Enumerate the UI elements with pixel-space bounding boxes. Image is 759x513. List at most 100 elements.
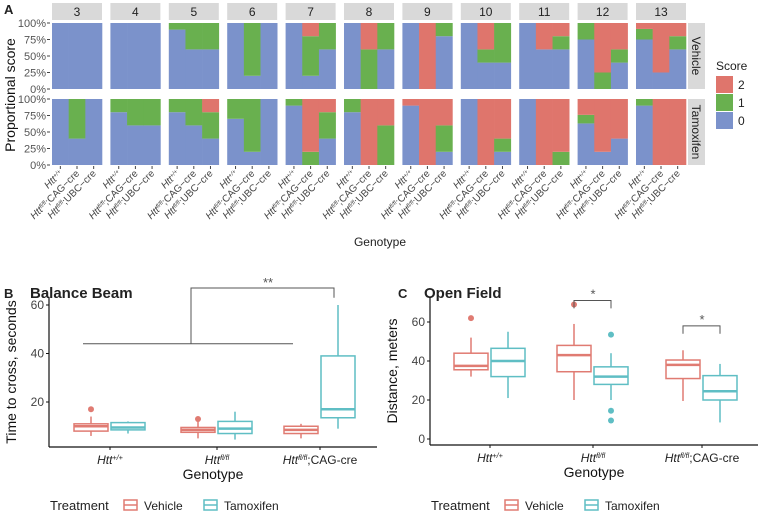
box	[556, 344, 592, 373]
bar-segment-vehicle-score-2	[652, 23, 670, 73]
genotype-base: Htt	[205, 453, 221, 467]
genotype-sup: +/+	[492, 451, 502, 460]
bar-segment-tamoxifen-score-1	[494, 138, 512, 152]
row-strip	[688, 23, 705, 89]
bar-segment-vehicle-score-1	[594, 72, 612, 89]
bar-segment-tamoxifen-score-0	[402, 105, 420, 165]
significance-label: *	[699, 312, 704, 327]
box	[453, 352, 489, 371]
outlier-point	[608, 407, 614, 414]
facet-strip-label: 7	[307, 5, 314, 19]
box-tamoxifen-0	[110, 421, 146, 434]
bar-segment-tamoxifen-score-0	[610, 138, 628, 165]
bar-segment-vehicle-score-0	[519, 23, 537, 89]
bar-segment-vehicle-score-1	[377, 23, 395, 50]
genotype-sup: +/+	[403, 169, 414, 180]
row-strip-label: Tamoxifen	[689, 105, 703, 160]
bar-segment-vehicle-score-2	[610, 23, 628, 50]
genotype-sup: fl/fl	[506, 200, 516, 210]
y-tick-label: 40	[412, 354, 426, 368]
bar-segment-vehicle-score-2	[360, 23, 378, 50]
bar-segment-tamoxifen-score-0	[577, 123, 595, 165]
significance-label: **	[263, 275, 273, 290]
box	[665, 359, 701, 380]
bar-segment-vehicle-score-2	[535, 23, 553, 50]
x-axis-title: Genotype	[564, 464, 625, 480]
bar-segment-vehicle-score-0	[302, 75, 320, 89]
genotype-sup: +/+	[286, 169, 297, 180]
genotype-sup: +/+	[636, 169, 647, 180]
bar-segment-tamoxifen-score-0	[202, 138, 220, 165]
box-tamoxifen-1	[593, 331, 629, 424]
bar-segment-vehicle-score-0	[127, 23, 145, 89]
genotype-sup: fl/fl	[680, 451, 690, 460]
box-tamoxifen-2	[702, 363, 738, 423]
bar-segment-vehicle-score-0	[227, 23, 245, 89]
genotype-base: Htt	[97, 453, 113, 467]
facet-strip-label: 12	[596, 5, 610, 19]
genotype-sup: fl/fl	[447, 200, 457, 210]
row-strip-label: Vehicle	[689, 37, 703, 76]
bar-segment-vehicle-score-0	[52, 23, 69, 89]
legend-key-tamoxifen: Tamoxifen	[203, 499, 279, 513]
outlier-point	[88, 406, 94, 413]
genotype-sup: fl/fl	[581, 199, 591, 209]
facet-strip	[227, 3, 278, 20]
bar-segment-tamoxifen-score-2	[377, 99, 395, 126]
bar-segment-vehicle-score-0	[185, 49, 203, 89]
bar-segment-tamoxifen-score-2	[419, 99, 437, 165]
facet-strip	[344, 3, 394, 20]
bar-segment-tamoxifen-score-1	[302, 151, 320, 165]
box-tamoxifen-1	[217, 411, 253, 440]
y-tick-label: 0%	[30, 84, 46, 96]
y-tick-label: 50%	[24, 127, 46, 139]
box	[320, 355, 356, 419]
genotype-sup: +/+	[112, 453, 122, 462]
facet-strip-label: 6	[249, 5, 256, 19]
bar-segment-tamoxifen-score-1	[318, 112, 336, 139]
x-axis-title: Genotype	[183, 466, 244, 482]
outlier-point	[608, 331, 614, 338]
genotype-sup: fl/fl	[214, 200, 224, 210]
bar-segment-tamoxifen-score-1	[168, 99, 186, 113]
bar-segment-vehicle-score-0	[402, 23, 420, 89]
bar-segment-vehicle-score-0	[285, 23, 303, 89]
bar-segment-vehicle-score-0	[535, 49, 553, 89]
bar-segment-vehicle-score-0	[110, 23, 128, 89]
bar-segment-tamoxifen-score-1	[227, 99, 245, 119]
box-tamoxifen-2	[320, 305, 356, 429]
facet-strip	[460, 3, 511, 20]
bar-segment-tamoxifen-score-0	[110, 112, 128, 165]
bar-segment-tamoxifen-score-2	[435, 99, 453, 126]
bar-segment-vehicle-score-1	[494, 23, 512, 63]
y-tick-label: 50%	[24, 51, 46, 63]
significance-bracket	[682, 325, 721, 334]
outlier-point	[195, 415, 201, 422]
genotype-sup: fl/fl	[114, 199, 124, 209]
panel-label-a: A	[4, 2, 14, 17]
genotype-sup: fl/fl	[523, 199, 533, 209]
bar-segment-vehicle-score-1	[610, 49, 628, 63]
bar-segment-tamoxifen-score-0	[636, 105, 653, 165]
bar-segment-vehicle-score-1	[435, 23, 453, 37]
genotype-sup: fl/fl	[172, 199, 182, 209]
bar-segment-vehicle-score-2	[594, 23, 612, 73]
bar-segment-tamoxifen-score-1	[185, 99, 203, 126]
x-tick-label: Htt+/+	[477, 451, 503, 466]
y-tick-label: 25%	[24, 144, 46, 156]
bar-segment-tamoxifen-score-2	[669, 99, 687, 165]
bar-segment-tamoxifen-score-1	[68, 99, 86, 139]
bar-segment-vehicle-score-1	[577, 23, 595, 40]
y-tick-label: 60	[412, 315, 426, 329]
bar-segment-vehicle-score-1	[243, 23, 261, 76]
genotype-sup: fl/fl	[639, 199, 649, 209]
bar-segment-vehicle-score-2	[419, 23, 437, 89]
x-tick-label: Httfl/fl;CAG-cre	[665, 451, 740, 466]
panel-label: C	[398, 286, 408, 301]
bar-segment-tamoxifen-score-0	[285, 105, 303, 165]
y-tick-label: 25%	[24, 68, 46, 80]
bar-segment-tamoxifen-score-0	[318, 138, 336, 165]
bar-segment-tamoxifen-score-2	[494, 99, 512, 139]
